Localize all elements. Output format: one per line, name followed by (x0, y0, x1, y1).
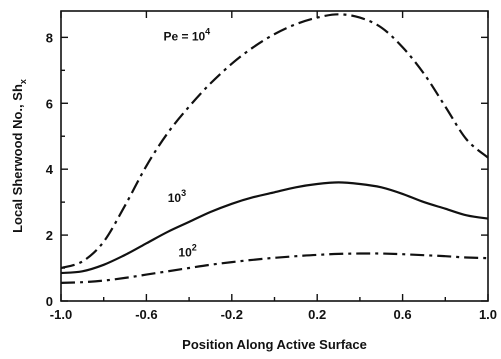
series-pe-1e4-line (60, 13, 489, 270)
label-pe-1e3: 103 (168, 188, 186, 205)
label-pe-1e2: 102 (178, 243, 196, 260)
y-tick-label: 4 (46, 162, 54, 177)
curve-label-base: 10 (168, 191, 182, 205)
curve-label-exponent: 2 (192, 243, 197, 253)
y-axis-title-subscript: x (18, 79, 28, 84)
x-tick-label: 0.2 (308, 307, 326, 322)
y-tick-label: 6 (46, 96, 53, 111)
series-pe-1e2-line (60, 252, 489, 284)
y-tick-label: 0 (46, 294, 53, 309)
x-tick-label: -0.2 (221, 307, 243, 322)
x-axis: -1.0 -0.6 -0.2 0.2 0.6 1.0 (50, 11, 497, 322)
x-tick-label: 0.6 (394, 307, 412, 322)
plot-frame (60, 10, 489, 302)
series-pe-1e3-line (60, 181, 489, 275)
curve-label-base: Pe = 10 (163, 30, 205, 44)
label-pe-1e4: Pe = 104 (163, 27, 210, 44)
x-tick-label: -0.6 (135, 307, 157, 322)
curve-label-exponent: 4 (205, 27, 210, 37)
y-tick-label: 2 (46, 228, 53, 243)
x-tick-label: 1.0 (479, 307, 497, 322)
curve-label-base: 10 (178, 246, 192, 260)
y-axis-title-main: Local Sherwood No., Sh (10, 84, 25, 233)
x-axis-title: Position Along Active Surface (182, 337, 367, 352)
y-axis-title: Local Sherwood No., Shx (10, 79, 28, 233)
series-group (60, 13, 489, 284)
curve-label-exponent: 3 (181, 188, 186, 198)
x-tick-label: -1.0 (50, 307, 72, 322)
y-tick-label: 8 (46, 30, 53, 45)
